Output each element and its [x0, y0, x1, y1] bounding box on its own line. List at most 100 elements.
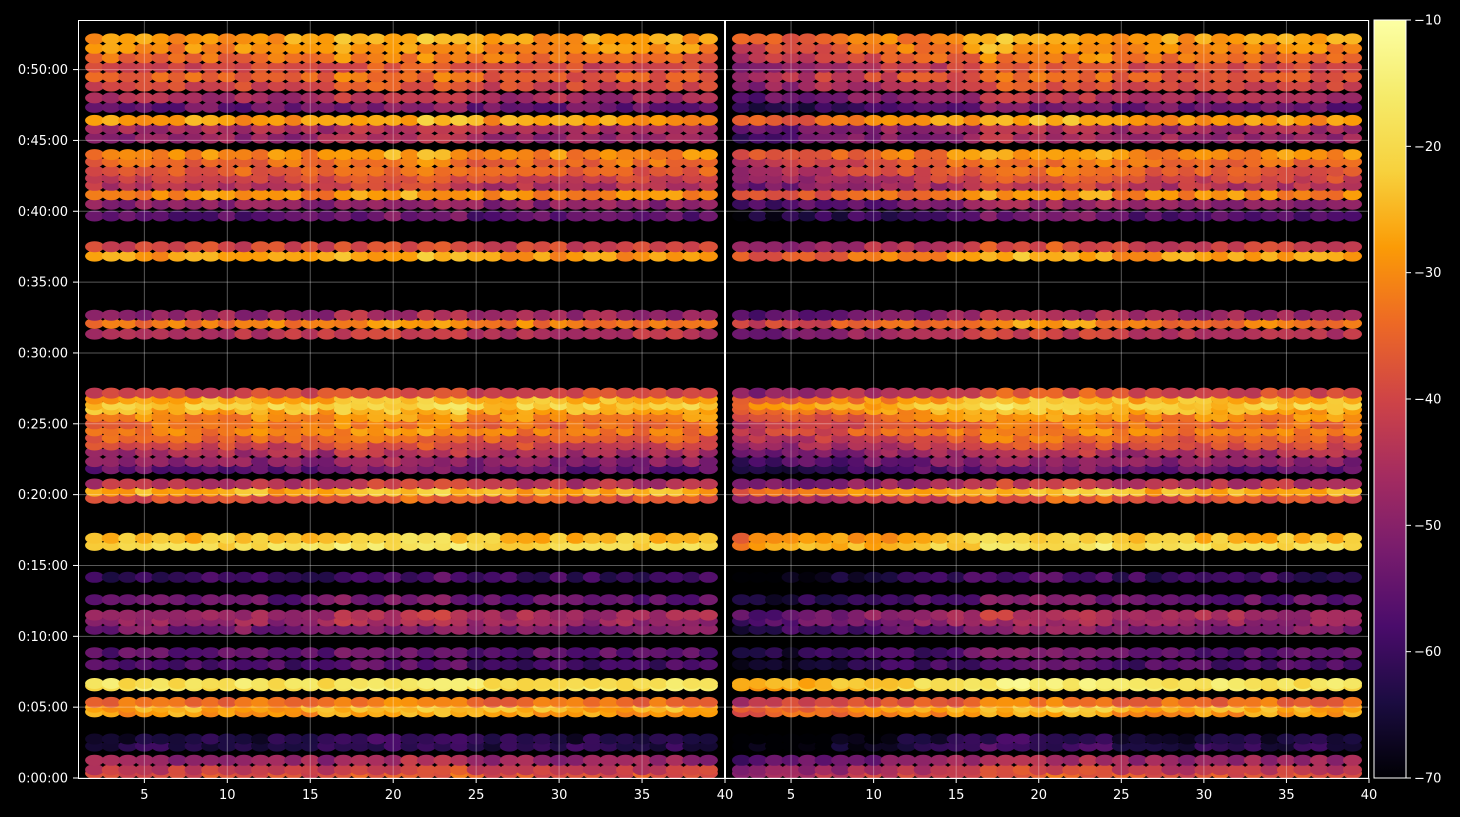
heatmap-cell — [765, 678, 784, 689]
heatmap-cell — [1177, 61, 1197, 73]
heatmap-cell — [1210, 678, 1230, 689]
heatmap-cell — [533, 61, 552, 73]
heatmap-cell — [483, 80, 503, 92]
heatmap-cell — [516, 101, 536, 113]
heatmap-cell — [118, 210, 138, 222]
heatmap-cell — [134, 309, 154, 321]
heatmap-cell — [798, 594, 818, 606]
heatmap-cell — [748, 609, 768, 621]
heatmap-cell — [267, 101, 287, 113]
heatmap-cell — [847, 71, 867, 83]
heatmap-cell — [930, 42, 950, 54]
heatmap-cell — [251, 317, 270, 329]
heatmap-cell — [1243, 165, 1263, 177]
heatmap-cell — [134, 241, 154, 253]
heatmap-cell — [1326, 165, 1346, 177]
heatmap-cell — [1062, 198, 1082, 210]
heatmap-cell — [781, 210, 801, 222]
heatmap-cell — [1128, 328, 1148, 340]
heatmap-cell — [1310, 132, 1329, 144]
heatmap-cell — [781, 571, 801, 583]
heatmap-cell — [1045, 52, 1065, 64]
heatmap-cell — [913, 33, 933, 45]
heatmap-cell — [466, 71, 486, 83]
heatmap-cell — [1128, 594, 1148, 606]
heatmap-cell — [1029, 478, 1049, 490]
heatmap-cell — [1260, 80, 1280, 92]
heatmap-cell — [350, 198, 370, 210]
heatmap-cell — [1326, 123, 1346, 135]
heatmap-cell — [1343, 241, 1362, 253]
heatmap-cell — [930, 101, 950, 113]
heatmap-cell — [847, 189, 867, 201]
heatmap-cell — [765, 623, 784, 635]
heatmap-cell — [118, 387, 138, 399]
heatmap-cell — [284, 696, 304, 708]
heatmap-cell — [1276, 250, 1296, 262]
heatmap-cell — [1326, 317, 1346, 329]
heatmap-cell — [118, 678, 138, 689]
heatmap-cell — [632, 165, 652, 177]
heatmap-cell — [300, 71, 320, 83]
heatmap-cell — [1194, 309, 1214, 321]
heatmap-cell — [1078, 80, 1098, 92]
heatmap-cell — [814, 42, 834, 54]
heatmap-cell — [1343, 328, 1362, 340]
heatmap-cell — [1095, 571, 1115, 583]
heatmap-cell — [201, 101, 221, 113]
heatmap-cell — [566, 609, 586, 621]
heatmap-cell — [168, 101, 187, 113]
heatmap-cell — [151, 52, 171, 64]
heatmap-cell — [665, 92, 685, 104]
heatmap-cell — [1045, 733, 1065, 745]
heatmap-cell — [566, 123, 586, 135]
heatmap-cell — [450, 328, 470, 340]
heatmap-cell — [267, 241, 287, 253]
heatmap-cell — [516, 80, 536, 92]
heatmap-cell — [400, 328, 420, 340]
heatmap-cell — [1260, 309, 1280, 321]
heatmap-cell — [732, 61, 751, 73]
heatmap-cell — [533, 241, 552, 253]
heatmap-cell — [134, 198, 154, 210]
heatmap-cell — [698, 101, 718, 113]
heatmap-cell — [1210, 189, 1230, 201]
heatmap-cell — [566, 101, 586, 113]
heatmap-cell — [1293, 678, 1313, 689]
heatmap-cell — [1045, 678, 1065, 689]
heatmap-cell — [1144, 309, 1164, 321]
heatmap-cell — [284, 33, 304, 45]
heatmap-cell — [632, 123, 652, 135]
heatmap-cell — [201, 623, 221, 635]
heatmap-cell — [1029, 387, 1049, 399]
heatmap-cell — [251, 101, 270, 113]
heatmap-cell — [913, 317, 933, 329]
heatmap-cell — [101, 210, 121, 222]
heatmap-cell — [649, 52, 669, 64]
heatmap-cell — [151, 80, 171, 92]
heatmap-cell — [1078, 33, 1098, 45]
heatmap-cell — [599, 328, 619, 340]
heatmap-cell — [1095, 754, 1115, 766]
heatmap-cell — [118, 71, 138, 83]
heatmap-cell — [1260, 114, 1280, 126]
heatmap-cell — [1062, 478, 1082, 490]
heatmap-cell — [284, 92, 304, 104]
heatmap-cell — [946, 532, 966, 544]
heatmap-cell — [665, 764, 685, 776]
heatmap-cell — [781, 52, 801, 64]
heatmap-cell — [814, 764, 834, 776]
heatmap-cell — [897, 101, 917, 113]
heatmap-cell — [333, 198, 353, 210]
heatmap-cell — [582, 61, 602, 73]
heatmap-cell — [1210, 317, 1230, 329]
heatmap-cell — [897, 647, 917, 659]
heatmap-cell — [1177, 241, 1197, 253]
heatmap-cell — [665, 210, 685, 222]
heatmap-cell — [847, 696, 867, 708]
heatmap-cell — [201, 132, 221, 144]
heatmap-cell — [864, 189, 884, 201]
heatmap-cell — [134, 659, 154, 671]
heatmap-cell — [466, 42, 486, 54]
heatmap-cell — [913, 241, 933, 253]
